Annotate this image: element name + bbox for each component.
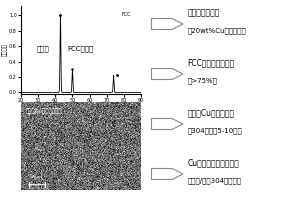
Text: （接近/超过304不锈钢）: （接近/超过304不锈钢）: [188, 177, 242, 184]
X-axis label: Cu lol 2: Cu lol 2: [71, 105, 91, 110]
Text: 高含量Cu元素均匀分布: 高含量Cu元素均匀分布: [26, 108, 62, 114]
Text: FCC相结构: FCC相结构: [68, 45, 94, 52]
Polygon shape: [152, 118, 183, 130]
Text: 多主元: 多主元: [36, 45, 49, 52]
Text: 高含量Cu实现防污性: 高含量Cu实现防污性: [188, 108, 235, 117]
Text: （>75%）: （>75%）: [188, 77, 218, 84]
Polygon shape: [152, 168, 183, 180]
Text: FCC结构实现高塑性: FCC结构实现高塑性: [188, 58, 235, 68]
Text: Cu均匀分布实现耐蚀性: Cu均匀分布实现耐蚀性: [188, 158, 239, 168]
Text: （304不锈钢5-10倍）: （304不锈钢5-10倍）: [188, 127, 242, 134]
Text: 高熵提高固溶度: 高熵提高固溶度: [188, 8, 220, 18]
Y-axis label: 相对强度: 相对强度: [2, 44, 8, 56]
Text: 25μm: 25μm: [31, 175, 43, 179]
Polygon shape: [152, 19, 183, 29]
Polygon shape: [152, 68, 183, 79]
Text: FCC: FCC: [122, 12, 131, 17]
Text: （20wt%Cu实现互溶）: （20wt%Cu实现互溶）: [188, 27, 246, 34]
